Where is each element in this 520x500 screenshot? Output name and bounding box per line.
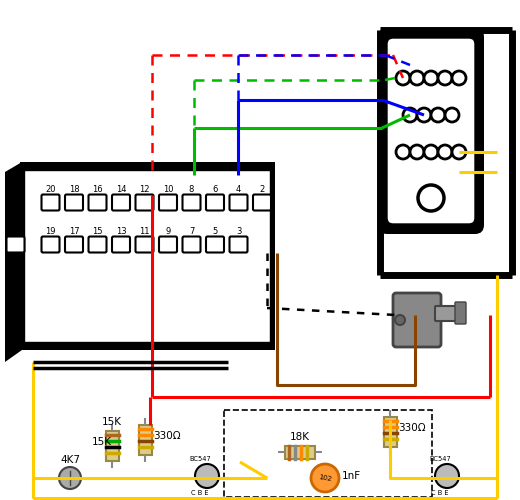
Circle shape — [396, 71, 410, 85]
Circle shape — [403, 108, 417, 122]
Circle shape — [395, 315, 405, 325]
FancyBboxPatch shape — [159, 236, 177, 252]
Text: 20: 20 — [45, 185, 56, 194]
Circle shape — [396, 145, 410, 159]
FancyBboxPatch shape — [112, 194, 130, 210]
FancyBboxPatch shape — [206, 236, 224, 252]
Text: C B E: C B E — [191, 490, 209, 496]
FancyBboxPatch shape — [384, 417, 397, 447]
FancyBboxPatch shape — [65, 194, 83, 210]
FancyBboxPatch shape — [229, 194, 248, 210]
FancyBboxPatch shape — [88, 236, 107, 252]
Circle shape — [311, 464, 339, 492]
FancyBboxPatch shape — [183, 236, 201, 252]
Circle shape — [452, 145, 466, 159]
Circle shape — [195, 464, 219, 488]
Text: 16: 16 — [92, 185, 103, 194]
Circle shape — [438, 71, 452, 85]
FancyBboxPatch shape — [285, 446, 315, 458]
Text: 1nF: 1nF — [342, 471, 361, 481]
FancyBboxPatch shape — [106, 431, 119, 461]
Text: 15: 15 — [92, 227, 103, 236]
Text: 330Ω: 330Ω — [153, 431, 180, 441]
Text: 18: 18 — [69, 185, 80, 194]
FancyBboxPatch shape — [42, 194, 59, 210]
FancyBboxPatch shape — [387, 38, 475, 224]
Text: BC547: BC547 — [429, 456, 451, 462]
Text: 2: 2 — [259, 185, 265, 194]
Circle shape — [410, 71, 424, 85]
FancyBboxPatch shape — [88, 194, 107, 210]
Text: 330Ω: 330Ω — [398, 423, 426, 433]
Text: 17: 17 — [69, 227, 80, 236]
Text: 15K: 15K — [102, 417, 122, 427]
Circle shape — [417, 108, 431, 122]
Text: 4K7: 4K7 — [60, 455, 80, 465]
Circle shape — [445, 108, 459, 122]
FancyBboxPatch shape — [455, 302, 466, 324]
FancyBboxPatch shape — [42, 236, 59, 252]
Circle shape — [435, 464, 459, 488]
FancyBboxPatch shape — [229, 236, 248, 252]
Circle shape — [424, 71, 438, 85]
Text: 3: 3 — [236, 227, 241, 236]
FancyBboxPatch shape — [183, 194, 201, 210]
Text: 7: 7 — [189, 227, 194, 236]
Text: C B E: C B E — [431, 490, 449, 496]
FancyBboxPatch shape — [393, 293, 441, 347]
Text: 19: 19 — [45, 227, 56, 236]
Text: 8: 8 — [189, 185, 194, 194]
FancyBboxPatch shape — [65, 236, 83, 252]
FancyBboxPatch shape — [24, 170, 270, 342]
FancyBboxPatch shape — [378, 28, 484, 234]
Text: 4: 4 — [236, 185, 241, 194]
Text: 18K: 18K — [290, 432, 310, 442]
Text: BC547: BC547 — [189, 456, 211, 462]
FancyBboxPatch shape — [112, 236, 130, 252]
Text: 12: 12 — [139, 185, 150, 194]
Text: 10: 10 — [163, 185, 173, 194]
Text: 21: 21 — [12, 227, 22, 236]
Text: 9: 9 — [165, 227, 171, 236]
FancyBboxPatch shape — [435, 306, 459, 321]
FancyBboxPatch shape — [206, 194, 224, 210]
Text: 13: 13 — [115, 227, 126, 236]
Circle shape — [424, 145, 438, 159]
Circle shape — [431, 108, 445, 122]
Circle shape — [418, 185, 444, 211]
FancyBboxPatch shape — [159, 194, 177, 210]
Text: 14: 14 — [116, 185, 126, 194]
FancyBboxPatch shape — [138, 425, 151, 455]
Circle shape — [59, 467, 81, 489]
Circle shape — [452, 71, 466, 85]
FancyBboxPatch shape — [6, 236, 24, 252]
Text: 15K: 15K — [92, 437, 112, 447]
Polygon shape — [5, 162, 22, 362]
FancyBboxPatch shape — [253, 194, 271, 210]
Circle shape — [410, 145, 424, 159]
Text: 5: 5 — [212, 227, 218, 236]
FancyBboxPatch shape — [20, 162, 275, 350]
FancyBboxPatch shape — [136, 194, 153, 210]
Text: 102: 102 — [318, 474, 332, 482]
Text: 6: 6 — [212, 185, 218, 194]
Text: 11: 11 — [139, 227, 150, 236]
Circle shape — [438, 145, 452, 159]
FancyBboxPatch shape — [136, 236, 153, 252]
